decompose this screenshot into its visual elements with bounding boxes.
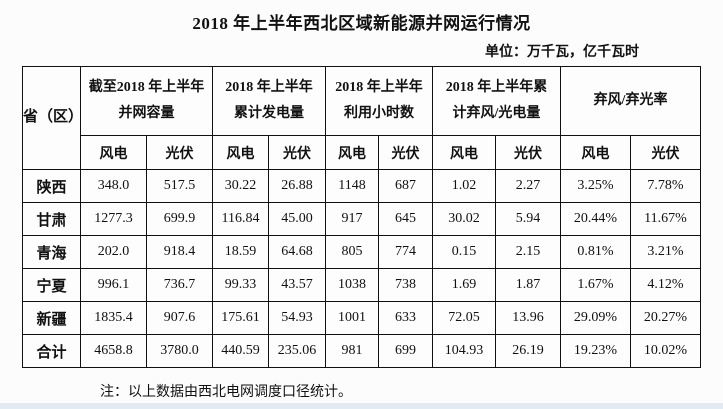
subheader-wind: 风电 <box>80 135 147 170</box>
table-cell: 4.12% <box>629 268 702 302</box>
table-row: 甘肃 1277.3 699.9 116.84 45.00 917 645 30.02 5.94 2… <box>22 202 702 236</box>
province-cell: 青海 <box>22 235 81 269</box>
table-cell: 3.21% <box>629 235 702 269</box>
table-cell: 2.15 <box>495 235 561 269</box>
corner-header-cell: 省（区） <box>22 66 81 170</box>
province-cell: 陕西 <box>22 169 81 203</box>
province-cell: 甘肃 <box>22 202 81 236</box>
table-cell: 175.61 <box>212 301 269 335</box>
table-cell: 645 <box>378 202 433 236</box>
table-cell: 13.96 <box>495 301 561 335</box>
table-row: 陕西 348.0 517.5 30.22 26.88 1148 687 1.02 2.27 3.2… <box>22 169 702 203</box>
table-cell: 1148 <box>325 169 379 203</box>
data-table: 省（区） 截至2018 年上半年 并网容量 2018 年上半年 累计发电量 20… <box>22 66 702 368</box>
table-cell: 1277.3 <box>80 202 147 236</box>
table-cell: 633 <box>378 301 433 335</box>
table-cell: 2.27 <box>495 169 561 203</box>
subheader-pv: 光伏 <box>629 135 702 170</box>
page-title: 2018 年上半年西北区域新能源并网运行情况 <box>192 14 531 33</box>
table-cell: 907.6 <box>146 301 213 335</box>
table-cell: 981 <box>325 334 379 368</box>
table-cell: 0.15 <box>432 235 496 269</box>
table-cell: 64.68 <box>268 235 326 269</box>
table-row: 合计 4658.8 3780.0 440.59 235.06 981 699 104.93 26… <box>22 334 702 368</box>
table-cell: 1.69 <box>432 268 496 302</box>
table-cell: 54.93 <box>268 301 326 335</box>
group-header-rate: 弃风/弃光率 <box>559 66 702 136</box>
table-cell: 45.00 <box>268 202 326 236</box>
subheader-wind: 风电 <box>325 135 379 170</box>
table-cell: 116.84 <box>212 202 269 236</box>
province-cell: 新疆 <box>22 301 81 335</box>
table-cell: 202.0 <box>80 235 147 269</box>
table-header-group-row: 省（区） 截至2018 年上半年 并网容量 2018 年上半年 累计发电量 20… <box>22 66 702 170</box>
table-cell: 918.4 <box>146 235 213 269</box>
table-cell: 1.67% <box>560 268 631 302</box>
table-cell: 43.57 <box>268 268 326 302</box>
table-cell: 30.22 <box>212 169 269 203</box>
unit-label: 单位：万千瓦，亿千瓦时 <box>485 45 639 60</box>
table-header-sub-row: 风电 光伏 风电 光伏 风电 光伏 风电 光伏 风电 光伏 <box>23 135 702 170</box>
table-cell: 1.87 <box>495 268 561 302</box>
table-cell: 996.1 <box>80 268 147 302</box>
table-cell: 10.02% <box>629 334 702 368</box>
table-cell: 1.02 <box>432 169 496 203</box>
subheader-pv: 光伏 <box>146 135 213 170</box>
table-row: 宁夏 996.1 736.7 99.33 43.57 1038 738 1.69 1.87 1.6… <box>22 268 702 302</box>
table-cell: 4658.8 <box>80 334 147 368</box>
table-cell: 235.06 <box>268 334 326 368</box>
table-cell: 736.7 <box>146 268 213 302</box>
subheader-pv: 光伏 <box>268 135 326 170</box>
group-header-curtailment: 2018 年上半年累 计弃风/光电量 <box>432 66 561 136</box>
table-cell: 18.59 <box>212 235 269 269</box>
subheader-pv: 光伏 <box>378 135 433 170</box>
table-cell: 699 <box>378 334 433 368</box>
subheader-wind: 风电 <box>432 135 496 170</box>
table-cell: 104.93 <box>432 334 496 368</box>
table-cell: 5.94 <box>495 202 561 236</box>
subheader-wind: 风电 <box>212 135 269 170</box>
group-header-hours: 2018 年上半年 利用小时数 <box>325 66 433 136</box>
footnote: 注：以上数据由西北电网调度口径统计。 <box>100 385 352 400</box>
province-cell: 合计 <box>22 334 81 368</box>
table-row: 青海 202.0 918.4 18.59 64.68 805 774 0.15 2.15 0.81… <box>22 235 702 269</box>
table-cell: 774 <box>378 235 433 269</box>
group-header-capacity: 截至2018 年上半年 并网容量 <box>80 66 213 136</box>
table-body: 陕西 348.0 517.5 30.22 26.88 1148 687 1.02 2.27 3.2… <box>22 169 702 368</box>
table-cell: 3.25% <box>560 169 631 203</box>
table-cell: 738 <box>378 268 433 302</box>
table-cell: 7.78% <box>629 169 702 203</box>
table-cell: 72.05 <box>432 301 496 335</box>
table-cell: 0.81% <box>560 235 631 269</box>
table-cell: 805 <box>325 235 379 269</box>
table-cell: 1038 <box>325 268 379 302</box>
table-row: 新疆 1835.4 907.6 175.61 54.93 1001 633 72.05 13.9… <box>22 301 702 335</box>
table-cell: 1835.4 <box>80 301 147 335</box>
province-cell: 宁夏 <box>22 268 81 302</box>
table-cell: 917 <box>325 202 379 236</box>
table-cell: 517.5 <box>146 169 213 203</box>
bottom-strip <box>0 403 723 409</box>
table-cell: 26.88 <box>268 169 326 203</box>
table-cell: 348.0 <box>80 169 147 203</box>
table-cell: 699.9 <box>146 202 213 236</box>
table-cell: 3780.0 <box>146 334 213 368</box>
subheader-wind: 风电 <box>560 135 631 170</box>
table-cell: 440.59 <box>212 334 269 368</box>
table-cell: 19.23% <box>560 334 631 368</box>
table-cell: 687 <box>378 169 433 203</box>
table-cell: 1001 <box>325 301 379 335</box>
table-cell: 30.02 <box>432 202 496 236</box>
table-cell: 20.27% <box>629 301 702 335</box>
table-cell: 11.67% <box>629 202 702 236</box>
subheader-pv: 光伏 <box>495 135 561 170</box>
group-header-generation: 2018 年上半年 累计发电量 <box>212 66 326 136</box>
table-cell: 20.44% <box>560 202 631 236</box>
table-cell: 26.19 <box>495 334 561 368</box>
table-cell: 29.09% <box>560 301 631 335</box>
table-cell: 99.33 <box>212 268 269 302</box>
